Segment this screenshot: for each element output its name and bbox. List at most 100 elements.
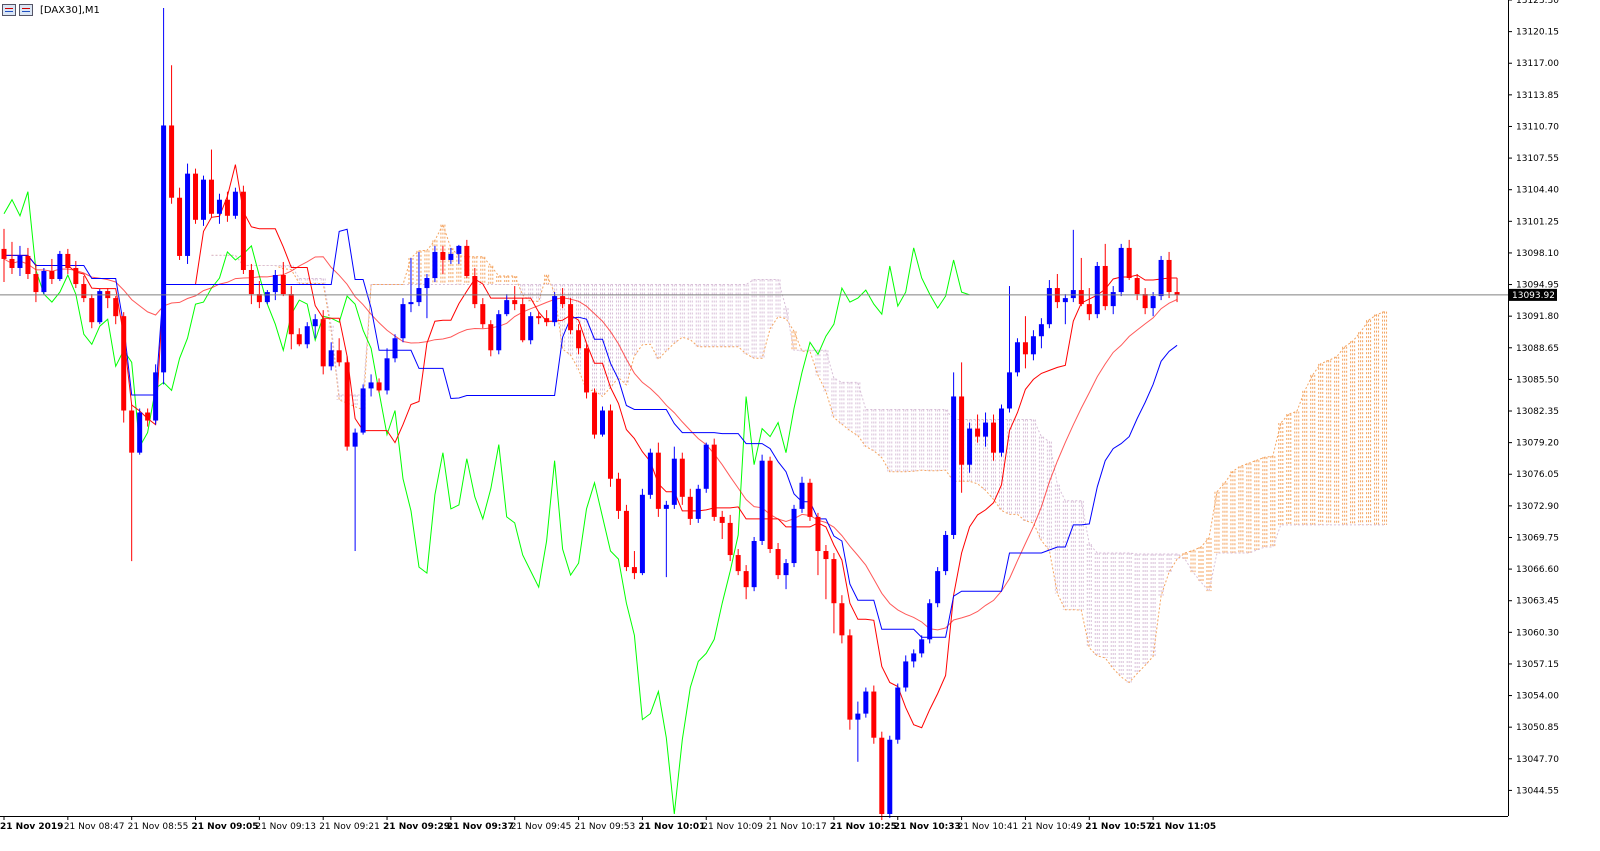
candle-body [544,318,550,323]
candle-body [216,199,222,214]
current-price-label: 13093.92 [1512,291,1555,301]
x-tick-label: 21 Nov 10:01 [638,822,705,832]
candle-body [863,691,869,714]
candle-body [177,197,183,256]
candle-body [121,316,127,411]
candle-body [33,274,39,293]
chart-title: [DAX30],M1 [40,4,100,16]
x-axis-ticks: 21 Nov 2019 21 Nov 08:47 21 Nov 08:55 21 No… [0,816,1216,832]
candle-body [735,555,741,572]
candle-body [679,458,685,497]
y-tick-label: 13063.45 [1516,597,1559,607]
candle-body [799,482,805,509]
y-tick-label: 13098.10 [1516,249,1559,259]
candle-body [967,428,973,465]
y-tick-label: 13079.20 [1516,439,1559,449]
candle-body [1166,259,1172,293]
candle-body [288,294,294,335]
y-tick-label: 13069.75 [1516,533,1559,543]
candle-body [312,319,318,327]
candle-body [783,563,789,576]
senkou-span-b-line [211,254,1385,593]
candle-body [520,304,526,341]
candle-body [983,422,989,437]
candle-body [456,245,462,254]
indicator-lines [3,164,1178,815]
candle-body [1070,290,1076,299]
candle-body [895,687,901,740]
candle-body [201,179,206,220]
candle-body [113,298,119,317]
candle-body [887,739,893,814]
current-price-label-group: 13093.92 [1509,288,1557,301]
candle-body [560,296,566,305]
candle-body [272,275,278,293]
candle-body [943,534,949,572]
candle-body [1110,292,1116,307]
x-tick-label: 21 Nov 09:37 [447,822,514,832]
x-tick-label: 21 Nov 09:05 [192,822,259,832]
candle-body [584,348,590,393]
x-tick-label: 21 Nov 09:29 [383,822,450,832]
x-tick-label: 21 Nov 10:49 [1021,822,1082,832]
candle-body [823,551,829,560]
candle-body [695,488,701,519]
kijun-sen-line [4,228,1178,638]
candle-body [296,334,302,345]
candle-body [488,324,494,351]
bar-chart-icon[interactable] [19,4,33,16]
candle-body [208,179,214,214]
candle-body [368,382,374,389]
candle-body [831,559,837,604]
y-axis-ticks: 13123.30 13120.15 13117.00 13113.85 13110.70… [1508,0,1559,796]
candle-body [1086,304,1092,315]
candle-body [951,396,957,535]
candle-body [280,275,286,295]
candle-body [496,314,502,351]
y-tick-label: 13054.00 [1516,692,1559,702]
candle-body [248,269,254,295]
candle-body [336,350,342,363]
candle-body [703,444,709,489]
candle-body [1126,247,1132,279]
candle-body [639,494,645,574]
candle-body [1,248,7,259]
candle-body [919,639,925,654]
candle-body [129,410,135,453]
y-tick-label: 13060.30 [1516,628,1559,638]
candle-body [791,508,797,564]
candle-body [360,388,366,433]
senkou-span-a-line [211,223,1385,684]
candle-body [169,125,175,198]
y-tick-label: 13076.05 [1516,470,1559,480]
candle-body [615,478,621,511]
x-tick-label: 21 Nov 09:21 [319,822,380,832]
candle-body [352,432,358,447]
candle-body [145,412,151,421]
y-tick-label: 13113.85 [1516,91,1559,101]
candle-body [25,255,31,275]
candle-body [592,392,598,435]
candle-body [376,382,382,391]
candle-body [751,540,757,588]
candle-body [9,258,15,268]
candle-body [1014,342,1020,373]
candle-body [193,173,199,220]
candle-body [903,661,909,688]
candle-body [927,603,933,640]
candle-body [1142,294,1148,309]
y-tick-label: 13101.25 [1516,217,1559,227]
axes [0,0,1509,817]
candle-body [975,428,981,437]
candle-body [137,412,143,453]
candle-body [408,302,414,305]
candle-body [161,125,167,373]
chikou-span-line [3,191,970,815]
candle-body [1062,298,1068,303]
candle-body [847,635,853,720]
chart-grid-icon[interactable] [2,4,16,16]
candle-body [1030,336,1036,355]
candle-body [999,408,1004,453]
